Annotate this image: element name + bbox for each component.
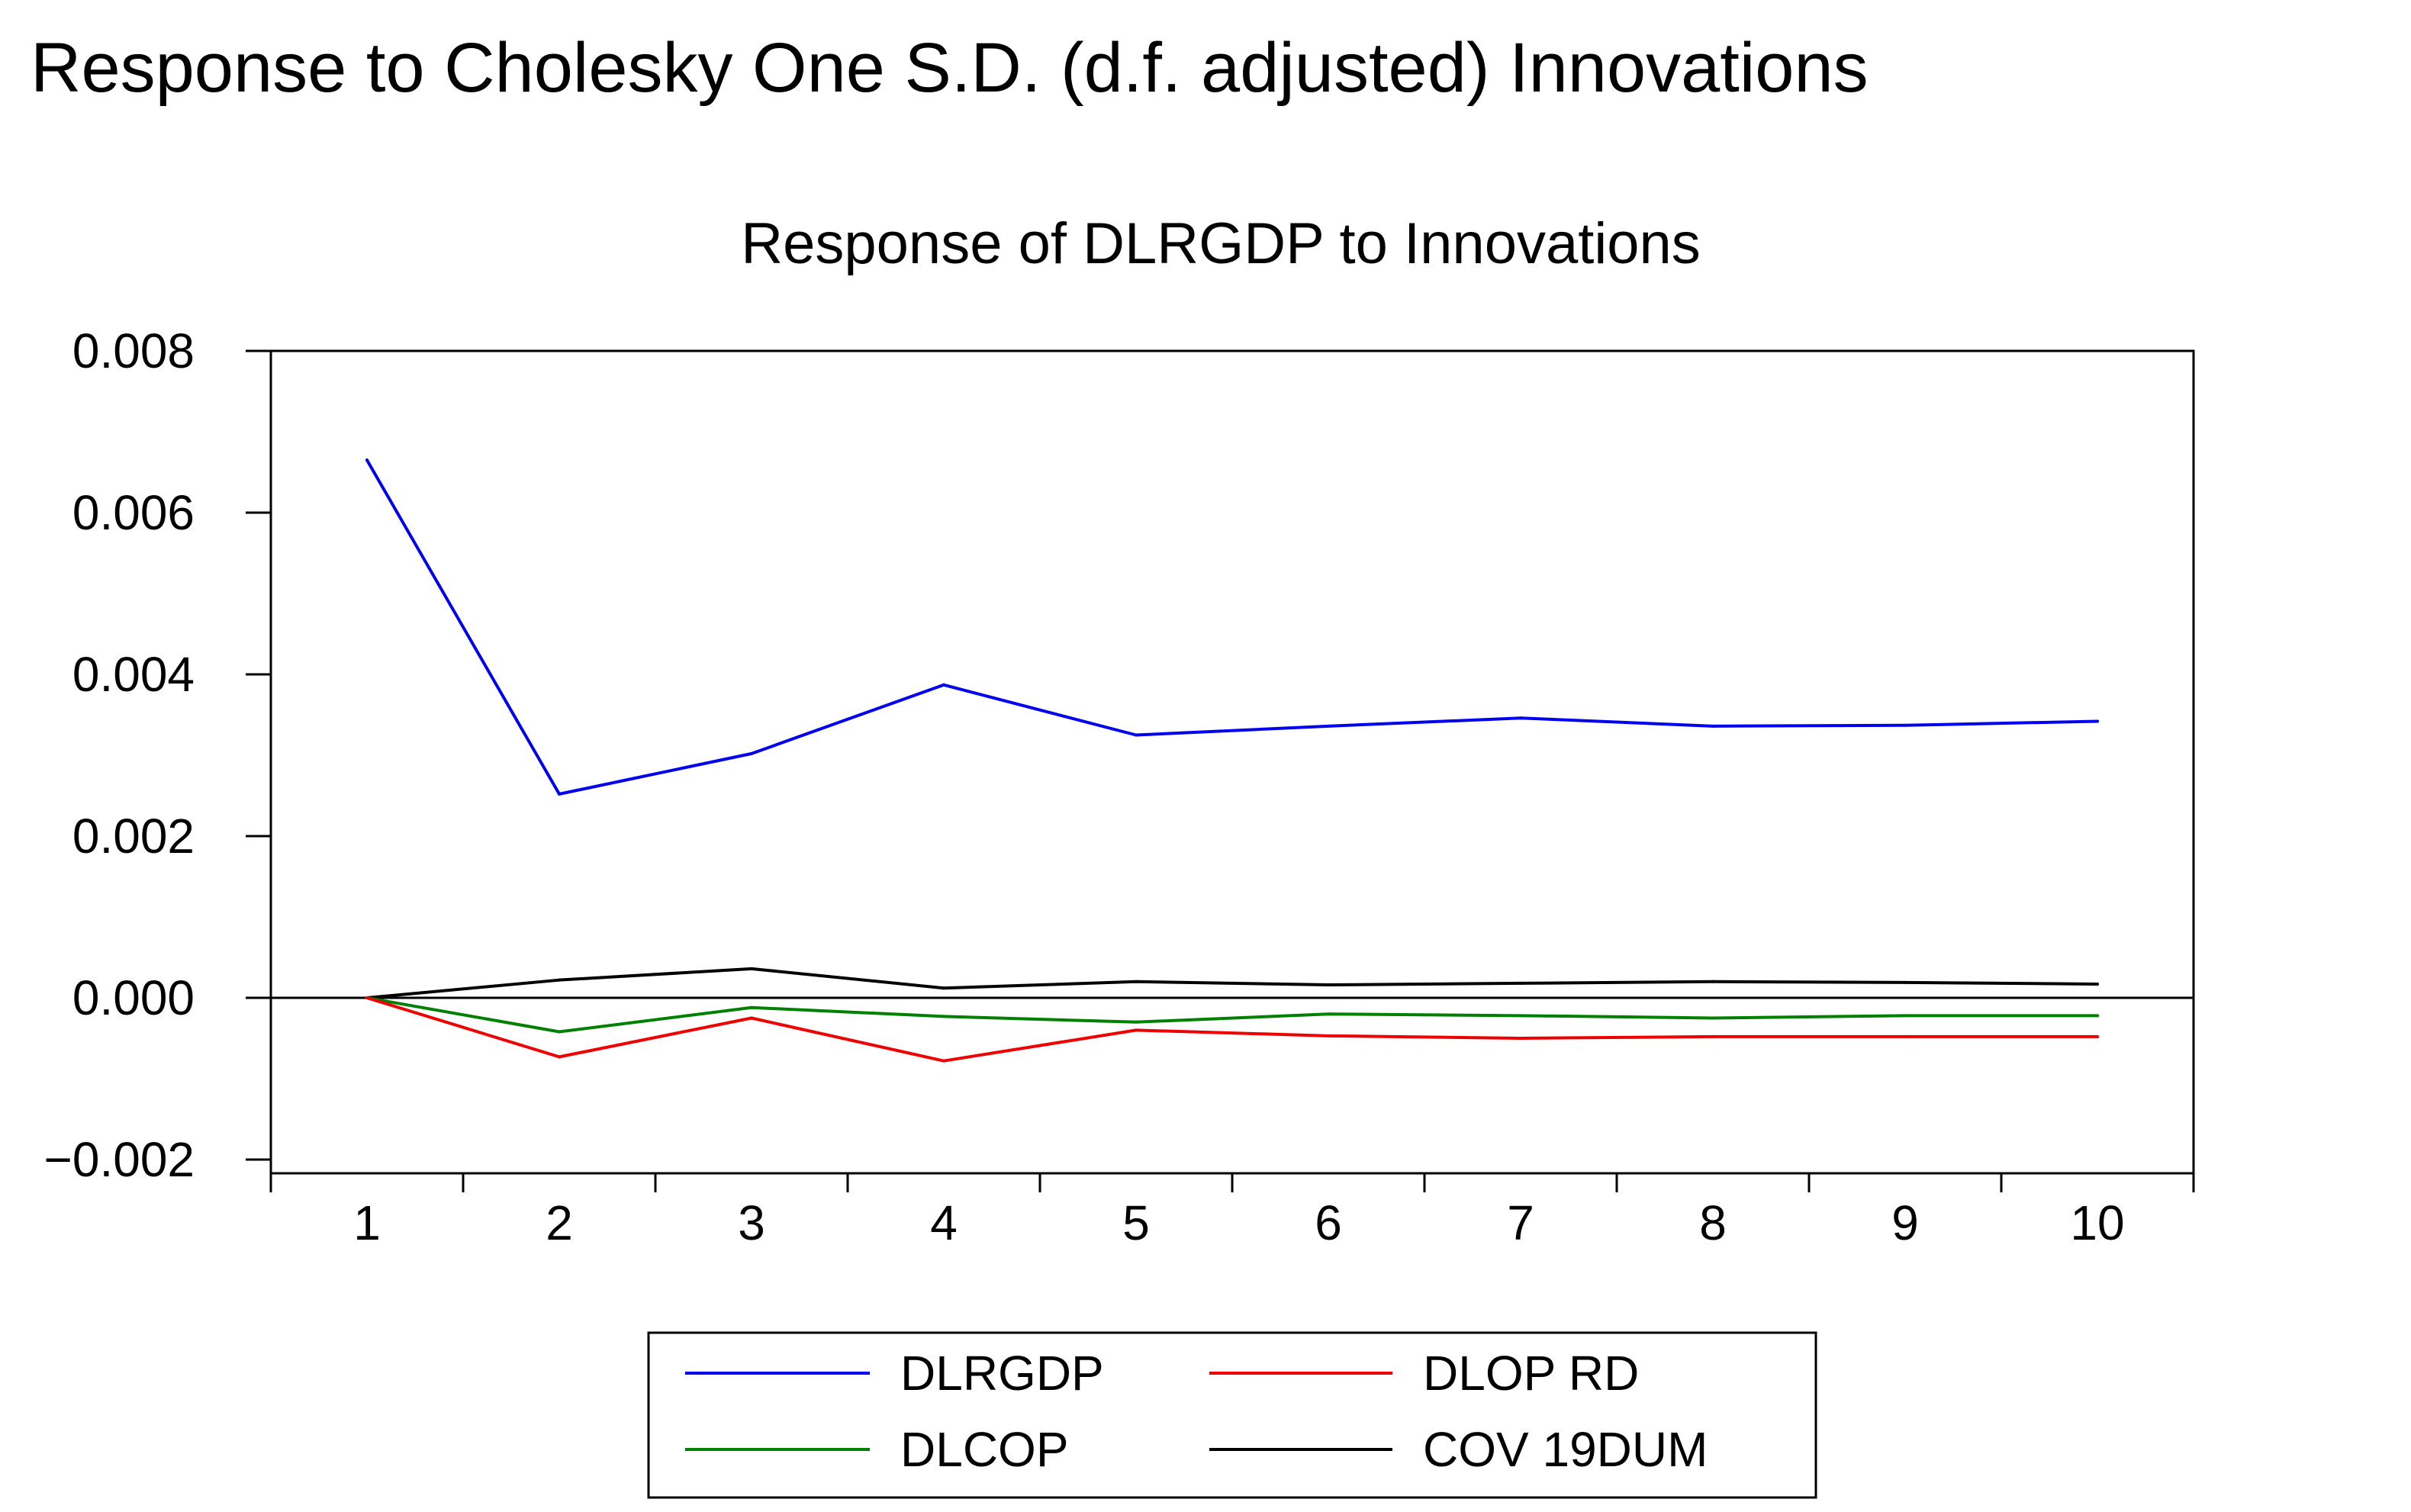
data-point-cov-19dum — [1904, 980, 1907, 984]
data-point-dlop-rd — [365, 996, 369, 999]
series-line-dlcop — [365, 996, 2099, 1034]
x-tick-label: 6 — [1315, 1195, 1342, 1250]
data-point-dlcop — [2096, 1014, 2099, 1018]
series-line-dlop-rd — [365, 996, 2099, 1063]
data-point-cov-19dum — [942, 986, 945, 990]
data-point-dlop-rd — [1904, 1034, 1907, 1038]
x-tick-label: 7 — [1507, 1195, 1534, 1250]
x-tick-label: 9 — [1891, 1195, 1919, 1250]
x-axis: 1 2 3 4 5 6 7 8 9 10 — [269, 1173, 2195, 1250]
data-point-dlop-rd — [2096, 1034, 2099, 1038]
series-layer — [365, 458, 2099, 1063]
data-point-dlop-rd — [1135, 1028, 1138, 1032]
data-point-dlop-rd — [1519, 1037, 1522, 1040]
data-point-dlcop — [558, 1030, 561, 1034]
x-tick-label: 3 — [738, 1195, 765, 1250]
data-point-dlcop — [1904, 1014, 1907, 1018]
data-point-dlcop — [1519, 1014, 1522, 1018]
series-line-dlrgdp — [365, 458, 2099, 796]
main-title: Response to Cholesky One S.D. (d.f. adju… — [31, 29, 1869, 107]
data-point-dlrgdp — [558, 792, 561, 796]
data-point-cov-19dum — [1519, 981, 1522, 985]
data-point-dlrgdp — [1135, 733, 1138, 737]
legend-label: DLRGDP — [900, 1346, 1104, 1401]
x-tick-label: 4 — [930, 1195, 958, 1250]
data-point-dlcop — [942, 1015, 945, 1018]
data-point-cov-19dum — [558, 978, 561, 982]
x-tick-label: 10 — [2070, 1195, 2124, 1250]
y-tick-label: 0.004 — [72, 647, 195, 702]
data-point-dlrgdp — [1904, 723, 1907, 727]
x-tick-label: 5 — [1122, 1195, 1150, 1250]
data-point-dlrgdp — [2096, 719, 2099, 723]
data-point-dlrgdp — [750, 751, 753, 755]
y-tick-label: 0.006 — [72, 485, 195, 540]
data-point-cov-19dum — [2096, 982, 2099, 986]
legend-label: DLCOP — [900, 1422, 1069, 1477]
legend-label: COV 19DUM — [1423, 1422, 1708, 1477]
data-point-dlrgdp — [1519, 716, 1522, 720]
data-point-dlcop — [1135, 1020, 1138, 1024]
data-point-dlcop — [1711, 1016, 1714, 1020]
series-line-cov-19dum — [365, 967, 2099, 999]
data-point-dlrgdp — [1327, 724, 1330, 728]
data-point-cov-19dum — [1135, 980, 1138, 983]
legend: DLRGDP DLOP RD DLCOP COV 19DUM — [647, 1331, 1817, 1499]
data-point-dlcop — [1327, 1012, 1330, 1016]
data-point-cov-19dum — [1327, 983, 1330, 987]
plot-frame — [269, 349, 2195, 1175]
data-point-dlop-rd — [942, 1059, 945, 1063]
data-point-dlop-rd — [750, 1016, 753, 1020]
x-tick-label: 8 — [1699, 1195, 1727, 1250]
data-point-dlop-rd — [1711, 1034, 1714, 1038]
y-tick-label: 0.008 — [72, 323, 195, 378]
data-point-cov-19dum — [750, 967, 753, 970]
legend-label: DLOP RD — [1423, 1346, 1639, 1401]
y-axis: 0.008 0.006 0.004 0.002 0.000 −0.002 — [43, 323, 271, 1187]
data-point-dlrgdp — [942, 683, 945, 687]
data-point-dlop-rd — [1327, 1034, 1330, 1037]
x-tick-label: 1 — [353, 1195, 381, 1250]
data-point-dlop-rd — [558, 1055, 561, 1059]
data-point-cov-19dum — [1711, 980, 1714, 983]
chart-subtitle: Response of DLRGDP to Innovations — [741, 211, 1701, 276]
data-point-dlcop — [750, 1005, 753, 1009]
legend-box — [647, 1331, 1817, 1499]
data-point-dlrgdp — [365, 458, 369, 462]
y-tick-label: 0.002 — [72, 809, 195, 864]
y-tick-label: 0.000 — [72, 970, 195, 1025]
data-point-dlrgdp — [1711, 724, 1714, 728]
y-tick-label: −0.002 — [43, 1132, 195, 1187]
x-tick-label: 2 — [546, 1195, 573, 1250]
